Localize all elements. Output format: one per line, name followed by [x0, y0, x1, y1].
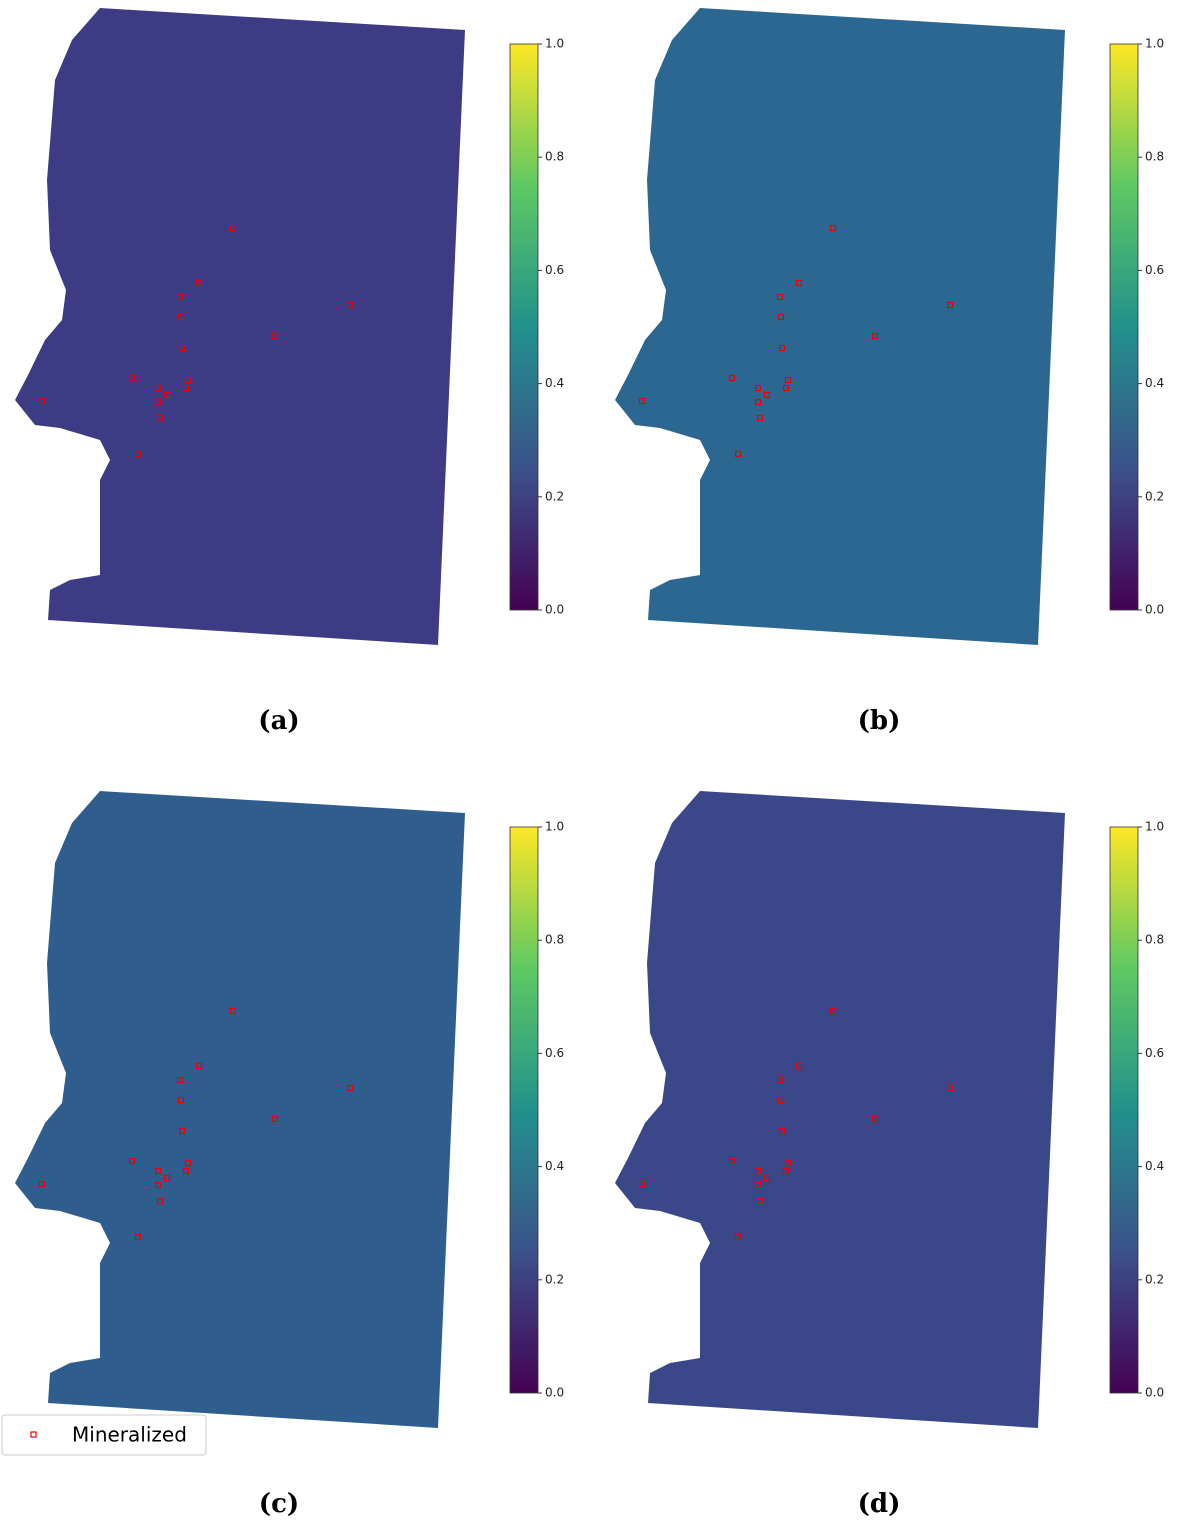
- panel-label: (b): [858, 706, 901, 736]
- colorbar-tick-label: 0.6: [545, 263, 564, 277]
- colorbar-tick-label: 0.4: [545, 376, 564, 390]
- colorbar-tick-label: 0.6: [545, 1046, 564, 1060]
- panel-label: (c): [259, 1489, 299, 1519]
- colorbar-tick-label: 0.6: [1145, 263, 1164, 277]
- colorbar-tick-label: 0.4: [1145, 1159, 1164, 1173]
- panel: 0.0 0.2 0.4 0.6 0.8 1.0 (d): [615, 791, 1164, 1519]
- colorbar-tick-label: 0.4: [545, 1159, 564, 1173]
- panel-label: (d): [858, 1489, 901, 1519]
- colorbar-tick-label: 0.8: [545, 150, 564, 164]
- colorbar-tick-label: 1.0: [545, 37, 564, 51]
- colorbar: [510, 44, 538, 610]
- panel: 0.0 0.2 0.4 0.6 0.8 1.0 (c): [15, 791, 564, 1519]
- colorbar-tick-label: 0.0: [1145, 603, 1164, 617]
- map-region: [15, 8, 465, 645]
- panel: 0.0 0.2 0.4 0.6 0.8 1.0 (b): [615, 8, 1164, 736]
- colorbar-tick-label: 0.2: [545, 1272, 564, 1286]
- panel-label: (a): [258, 706, 299, 736]
- colorbar-tick-label: 0.0: [545, 1386, 564, 1400]
- colorbar-tick-label: 1.0: [1145, 820, 1164, 834]
- colorbar: [510, 827, 538, 1393]
- colorbar-tick-label: 0.8: [1145, 150, 1164, 164]
- map-region: [15, 791, 465, 1428]
- panel: 0.0 0.2 0.4 0.6 0.8 1.0 (a): [15, 8, 564, 736]
- colorbar-tick-label: 0.0: [1145, 1386, 1164, 1400]
- colorbar-tick-label: 0.6: [1145, 1046, 1164, 1060]
- colorbar-tick-label: 0.2: [1145, 489, 1164, 503]
- colorbar: [1110, 827, 1138, 1393]
- colorbar-tick-label: 0.2: [545, 489, 564, 503]
- figure: Mineralized 0.00.20.40.60.81.0(a)0.00.20…: [0, 0, 1177, 1531]
- colorbar-tick-label: 0.4: [1145, 376, 1164, 390]
- colorbar-tick-label: 0.0: [545, 603, 564, 617]
- map-region: [615, 8, 1065, 645]
- colorbar-tick-label: 0.8: [545, 933, 564, 947]
- colorbar-tick-label: 1.0: [1145, 37, 1164, 51]
- colorbar-tick-label: 0.2: [1145, 1272, 1164, 1286]
- colorbar-tick-label: 0.8: [1145, 933, 1164, 947]
- map-region: [615, 791, 1065, 1428]
- colorbar: [1110, 44, 1138, 610]
- colorbar-tick-label: 1.0: [545, 820, 564, 834]
- legend: Mineralized: [2, 1415, 206, 1455]
- legend-label: Mineralized: [72, 1423, 187, 1447]
